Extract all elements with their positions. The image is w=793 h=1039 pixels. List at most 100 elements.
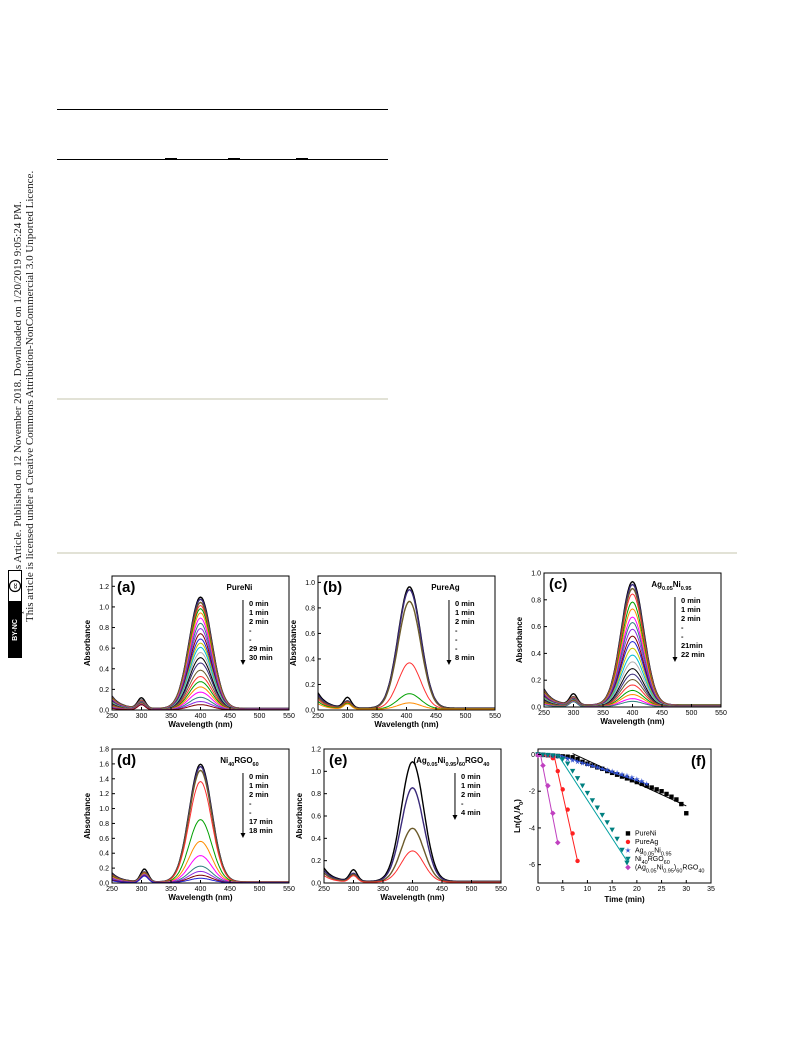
time-legend-item: 1 min (461, 781, 481, 790)
y-tick-label: 0.4 (99, 851, 109, 858)
data-point (550, 810, 556, 817)
x-tick-label: 30 (682, 886, 690, 893)
data-point (540, 762, 546, 769)
y-axis-label-part: /A (513, 805, 522, 813)
time-legend-item: 4 min (461, 808, 481, 817)
x-tick-label: 25 (658, 886, 666, 893)
y-tick-label: 0.2 (305, 682, 315, 689)
panel-label: (c) (549, 576, 567, 593)
time-legend-item: - (249, 626, 252, 635)
data-point (555, 768, 560, 774)
spectrum-curve-6 (543, 616, 721, 706)
series-3 (535, 752, 630, 866)
data-point (589, 762, 596, 769)
panel-label: (e) (329, 752, 347, 769)
legend-label-part: Ni (635, 856, 642, 863)
data-point (574, 776, 581, 782)
data-point (594, 764, 601, 770)
data-point (624, 772, 630, 779)
y-tick-label: 0.0 (99, 708, 109, 715)
y-tick-label: 0.8 (311, 791, 321, 798)
x-tick-label: 500 (466, 886, 478, 893)
time-legend-item: 2 min (249, 617, 269, 626)
figure-panel-e: 250 300 350 400 450 500 550 0.0 0.2 0.4 0.6 0.8 1.0 1… (292, 743, 507, 913)
x-tick-label: 350 (597, 710, 609, 717)
x-tick-label: 350 (165, 713, 177, 720)
data-point (639, 781, 644, 787)
data-point (550, 753, 556, 759)
legend-label: Ag0.05Ni0.95 (635, 848, 672, 858)
chart-title-part: Pure (431, 583, 449, 592)
data-point (570, 831, 575, 836)
legend-marker (625, 864, 631, 871)
chart-title-part: 0.95 (681, 586, 692, 592)
cc-licence-badge[interactable]: cc BY-NC (4, 570, 36, 660)
legend-label-part: 60 (676, 869, 682, 875)
data-point (575, 858, 580, 864)
x-tick-label: 450 (224, 886, 236, 893)
data-point (619, 847, 625, 853)
time-legend-item: 8 min (455, 653, 475, 662)
chart-title-part: Ni (244, 583, 252, 592)
chart-title-part: 0.95 (446, 762, 457, 768)
y-tick-label: 1.0 (99, 604, 109, 611)
figure-top-rule (57, 552, 737, 554)
y-tick-label: 0.4 (305, 656, 315, 663)
y-tick-label: 1.0 (531, 571, 541, 578)
data-point (579, 783, 586, 789)
data-point (589, 798, 596, 804)
time-legend-item: - (461, 799, 464, 808)
x-tick-label: 500 (254, 886, 266, 893)
data-point (560, 787, 565, 792)
data-point (644, 783, 649, 788)
plot-frame (317, 575, 496, 711)
data-point (569, 768, 576, 774)
y-tick-label: 0.6 (311, 814, 321, 821)
data-point (669, 794, 674, 799)
x-tick-label: 450 (224, 713, 236, 720)
chart-title-part: Ag (651, 580, 662, 589)
x-tick-label: 500 (254, 713, 266, 720)
x-tick-label: 300 (136, 713, 148, 720)
time-legend-item: 21min (681, 641, 703, 650)
y-tick-label: 0.2 (311, 858, 321, 865)
time-legend-item: 2 min (681, 614, 701, 623)
chart-c: 250 300 350 400 450 500 550 0.0 0.2 0.4 0.6 0.8 1.0 W… (515, 571, 727, 727)
licence-line-1: Open Access Article. Published on 12 Nov… (12, 201, 24, 622)
x-tick-label: 250 (106, 886, 118, 893)
legend-label-part: ) (674, 865, 676, 872)
chart-title: PureNi (227, 583, 253, 592)
legend-label-part: Ni (650, 831, 657, 838)
x-tick-label: 250 (538, 710, 550, 717)
legend-marker (625, 856, 631, 862)
data-point (545, 782, 551, 789)
y-tick-label: 1.4 (99, 776, 109, 783)
legend-label-part: 40 (642, 860, 648, 866)
data-point (634, 779, 640, 785)
time-arrow-head (672, 657, 678, 662)
table-mark-3 (296, 158, 308, 160)
data-point (554, 839, 561, 846)
x-tick-label: 400 (195, 886, 207, 893)
x-tick-label: 550 (489, 713, 501, 720)
data-point (599, 812, 605, 818)
table-mark-1 (165, 158, 177, 160)
x-tick-label: 35 (707, 886, 715, 893)
time-legend-item: 30 min (249, 653, 273, 662)
legend-label: PureNi (635, 831, 657, 838)
data-point (643, 780, 650, 787)
legend-label-part: 0.95 (663, 869, 674, 875)
legend-label-part: Ni (654, 848, 661, 855)
panel-label: (d) (117, 752, 136, 769)
legend-label-part: 0.05 (646, 869, 657, 875)
legend-label: PureAg (635, 839, 658, 846)
chart-title-part: RGO (465, 756, 483, 765)
x-tick-label: 550 (715, 710, 727, 717)
data-point (540, 752, 546, 758)
data-point (604, 820, 610, 826)
data-point (604, 767, 611, 773)
data-point (664, 791, 669, 797)
time-arrow-head (240, 660, 246, 665)
time-legend-item: 18 min (249, 826, 273, 835)
data-point (579, 760, 586, 766)
